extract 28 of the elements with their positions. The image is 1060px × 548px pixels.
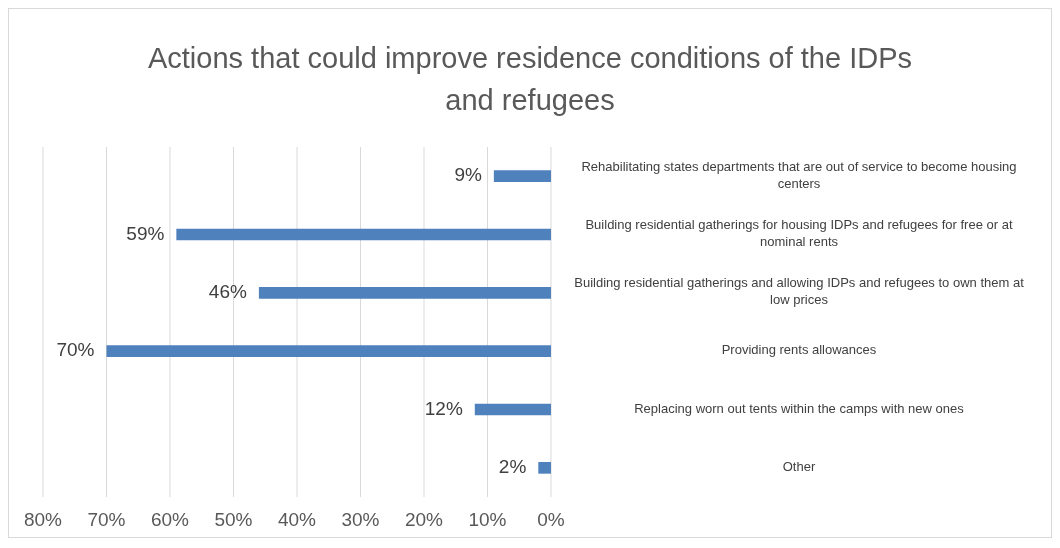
bar — [493, 170, 551, 182]
x-tick-label: 30% — [341, 509, 380, 531]
x-tick-label: 70% — [87, 509, 126, 531]
y-tick-label: Other — [782, 459, 816, 475]
x-tick-label: 60% — [150, 509, 190, 531]
chart-title: Actions that could improve residence conditions of the IDPs and refugees — [146, 41, 914, 118]
data-label: 70% — [56, 339, 95, 361]
data-label: 46% — [208, 280, 247, 302]
data-label: 59% — [126, 222, 165, 244]
data-label: 9% — [454, 164, 482, 186]
bar — [258, 287, 551, 299]
y-tick-label: Building residential gatherings for housing IDPs and refugees for free or at nominal rents — [585, 217, 1013, 250]
bar — [474, 403, 551, 416]
data-label: 2% — [498, 455, 527, 477]
bar — [106, 345, 551, 357]
bar — [176, 228, 551, 241]
y-tick-label: Building residential gatherings and allowing IDPs and refugees to own them at low prices — [574, 275, 1025, 308]
data-label: 12% — [424, 397, 463, 419]
x-tick-label: 10% — [468, 509, 507, 531]
y-tick-label: Replacing worn out tents within the camps with new ones — [634, 400, 965, 416]
y-tick-label: Rehabilitating states departments that are out of service to become housing centers — [581, 159, 1017, 192]
bar — [538, 462, 551, 474]
x-tick-label: 80% — [23, 509, 63, 531]
y-tick-label: Providing rents allowances — [721, 342, 877, 358]
x-tick-label: 20% — [404, 509, 444, 531]
x-tick-label: 50% — [214, 509, 253, 531]
x-tick-label: 40% — [277, 509, 317, 531]
x-tick-label: 0% — [537, 509, 565, 531]
